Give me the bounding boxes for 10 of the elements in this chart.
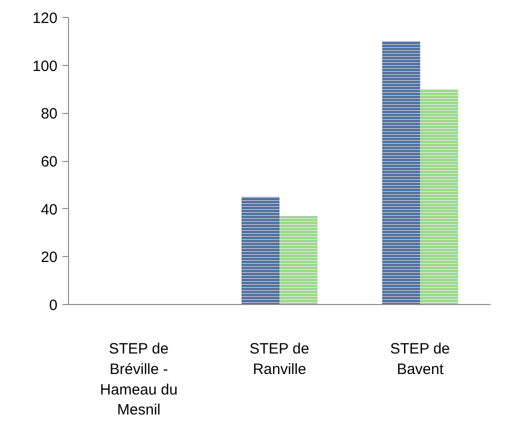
y-tick-label: 100 <box>32 58 58 75</box>
x-tick-label: STEP de Bréville - Hameau du Mesnil <box>100 340 178 419</box>
x-tick-label: STEP de Bavent <box>390 340 450 378</box>
y-tick-label: 60 <box>40 154 58 170</box>
x-tick-label: STEP de Ranville <box>249 340 310 378</box>
y-tick-label: 80 <box>40 106 58 123</box>
y-tick-label: 0 <box>49 297 58 314</box>
y-tick-label: 20 <box>40 249 58 266</box>
y-tick-label: 40 <box>40 201 58 218</box>
y-tick-label: 120 <box>32 10 58 27</box>
